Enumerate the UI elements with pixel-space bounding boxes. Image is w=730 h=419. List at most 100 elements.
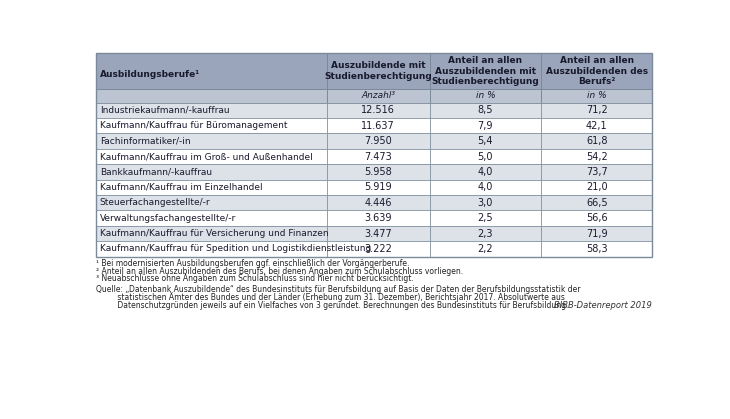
Bar — [327, 89, 430, 103]
Text: Kaufmann/Kauffrau im Groß- und Außenhandel: Kaufmann/Kauffrau im Groß- und Außenhand… — [100, 152, 312, 161]
Text: in %: in % — [587, 91, 607, 100]
Text: 73,7: 73,7 — [586, 167, 607, 177]
Bar — [96, 103, 327, 118]
Bar — [430, 149, 541, 164]
Text: 5,0: 5,0 — [477, 152, 493, 162]
Text: BIBB-Datenreport 2019: BIBB-Datenreport 2019 — [555, 301, 653, 310]
Bar — [96, 89, 327, 103]
Bar — [327, 241, 430, 257]
Bar — [96, 149, 327, 164]
Bar — [541, 89, 653, 103]
Text: 5.958: 5.958 — [364, 167, 392, 177]
Text: Kaufmann/Kauffrau im Einzelhandel: Kaufmann/Kauffrau im Einzelhandel — [100, 183, 262, 192]
Text: 66,5: 66,5 — [586, 198, 607, 208]
Text: 2,5: 2,5 — [477, 213, 493, 223]
Text: Industriekaufmann/-kauffrau: Industriekaufmann/-kauffrau — [100, 106, 229, 115]
Text: 3.639: 3.639 — [364, 213, 392, 223]
Text: ¹ Bei modernisierten Ausbildungsberufen ggf. einschließlich der Vorgängerberufe.: ¹ Bei modernisierten Ausbildungsberufen … — [96, 259, 410, 268]
Text: Kaufmann/Kauffrau für Spedition und Logistikdienstleistung: Kaufmann/Kauffrau für Spedition und Logi… — [100, 244, 371, 253]
Bar — [541, 241, 653, 257]
Bar — [96, 210, 327, 226]
Bar — [327, 210, 430, 226]
Bar — [541, 195, 653, 210]
Bar — [430, 164, 541, 180]
Bar — [541, 164, 653, 180]
Bar — [541, 53, 653, 89]
Bar — [430, 241, 541, 257]
Text: 42,1: 42,1 — [586, 121, 607, 131]
Bar — [96, 195, 327, 210]
Bar — [96, 118, 327, 133]
Text: 7,9: 7,9 — [477, 121, 493, 131]
Text: 2,2: 2,2 — [477, 244, 493, 254]
Text: Auszubildende mit
Studienberechtigung: Auszubildende mit Studienberechtigung — [324, 61, 432, 81]
Text: 11.637: 11.637 — [361, 121, 395, 131]
Bar — [327, 149, 430, 164]
Bar — [541, 149, 653, 164]
Text: Anteil an allen
Auszubildenden des
Berufs²: Anteil an allen Auszubildenden des Beruf… — [545, 56, 648, 86]
Bar — [430, 226, 541, 241]
Bar — [327, 195, 430, 210]
Text: 3.222: 3.222 — [364, 244, 392, 254]
Text: Fachinformatiker/-in: Fachinformatiker/-in — [100, 137, 191, 146]
Text: 3,0: 3,0 — [477, 198, 493, 208]
Bar — [541, 180, 653, 195]
Text: 8,5: 8,5 — [477, 105, 493, 115]
Text: ³ Neuabschlüsse ohne Angaben zum Schulabschluss sind hier nicht berücksichtigt.: ³ Neuabschlüsse ohne Angaben zum Schulab… — [96, 274, 414, 284]
Bar — [327, 133, 430, 149]
Text: 7.950: 7.950 — [364, 136, 392, 146]
Bar — [541, 133, 653, 149]
Text: Anzahl³: Anzahl³ — [361, 91, 396, 100]
Text: 21,0: 21,0 — [586, 182, 607, 192]
Bar — [96, 226, 327, 241]
Text: 4,0: 4,0 — [477, 182, 493, 192]
Text: 5.919: 5.919 — [364, 182, 392, 192]
Bar — [96, 164, 327, 180]
Text: Anteil an allen
Auszubildenden mit
Studienberechtigung: Anteil an allen Auszubildenden mit Studi… — [431, 56, 539, 86]
Text: 58,3: 58,3 — [586, 244, 607, 254]
Text: in %: in % — [476, 91, 495, 100]
Bar — [327, 180, 430, 195]
Text: Quelle: „Datenbank Auszubildende“ des Bundesinstituts für Berufsbildung auf Basi: Quelle: „Datenbank Auszubildende“ des Bu… — [96, 285, 580, 294]
Bar — [96, 241, 327, 257]
Text: 2,3: 2,3 — [477, 228, 493, 238]
Text: 71,2: 71,2 — [586, 105, 607, 115]
Text: Datenschutzgründen jeweils auf ein Vielfaches von 3 gerundet. Berechnungen des B: Datenschutzgründen jeweils auf ein Vielf… — [96, 301, 568, 310]
Bar — [430, 89, 541, 103]
Bar — [96, 133, 327, 149]
Bar — [327, 103, 430, 118]
Bar — [430, 180, 541, 195]
Text: 3.477: 3.477 — [364, 228, 392, 238]
Text: 12.516: 12.516 — [361, 105, 395, 115]
Text: Verwaltungsfachangestellte/-r: Verwaltungsfachangestellte/-r — [100, 214, 236, 222]
Text: Bankkaufmann/-kauffrau: Bankkaufmann/-kauffrau — [100, 168, 212, 176]
Text: 4.446: 4.446 — [364, 198, 392, 208]
Text: 4,0: 4,0 — [477, 167, 493, 177]
Text: statistischen Ämter des Bundes und der Länder (Erhebung zum 31. Dezember), Beric: statistischen Ämter des Bundes und der L… — [96, 292, 565, 303]
Text: Kaufmann/Kauffrau für Versicherung und Finanzen: Kaufmann/Kauffrau für Versicherung und F… — [100, 229, 328, 238]
Bar — [96, 53, 653, 257]
Text: 71,9: 71,9 — [586, 228, 607, 238]
Bar — [430, 195, 541, 210]
Bar — [327, 118, 430, 133]
Text: 61,8: 61,8 — [586, 136, 607, 146]
Bar — [327, 53, 430, 89]
Text: Kaufmann/Kauffrau für Büromanagement: Kaufmann/Kauffrau für Büromanagement — [100, 121, 288, 130]
Text: ² Anteil an allen Auszubildenden des Berufs, bei denen Angaben zum Schulabschlus: ² Anteil an allen Auszubildenden des Ber… — [96, 267, 463, 276]
Text: 5,4: 5,4 — [477, 136, 493, 146]
Bar — [541, 210, 653, 226]
Bar — [430, 103, 541, 118]
Text: 54,2: 54,2 — [586, 152, 607, 162]
Bar — [327, 226, 430, 241]
Bar — [327, 164, 430, 180]
Bar — [430, 53, 541, 89]
Text: 7.473: 7.473 — [364, 152, 392, 162]
Text: 56,6: 56,6 — [586, 213, 607, 223]
Bar — [541, 103, 653, 118]
Text: Ausbildungsberufe¹: Ausbildungsberufe¹ — [100, 70, 200, 79]
Bar — [96, 180, 327, 195]
Bar — [430, 210, 541, 226]
Bar — [541, 118, 653, 133]
Bar — [541, 226, 653, 241]
Bar — [430, 133, 541, 149]
